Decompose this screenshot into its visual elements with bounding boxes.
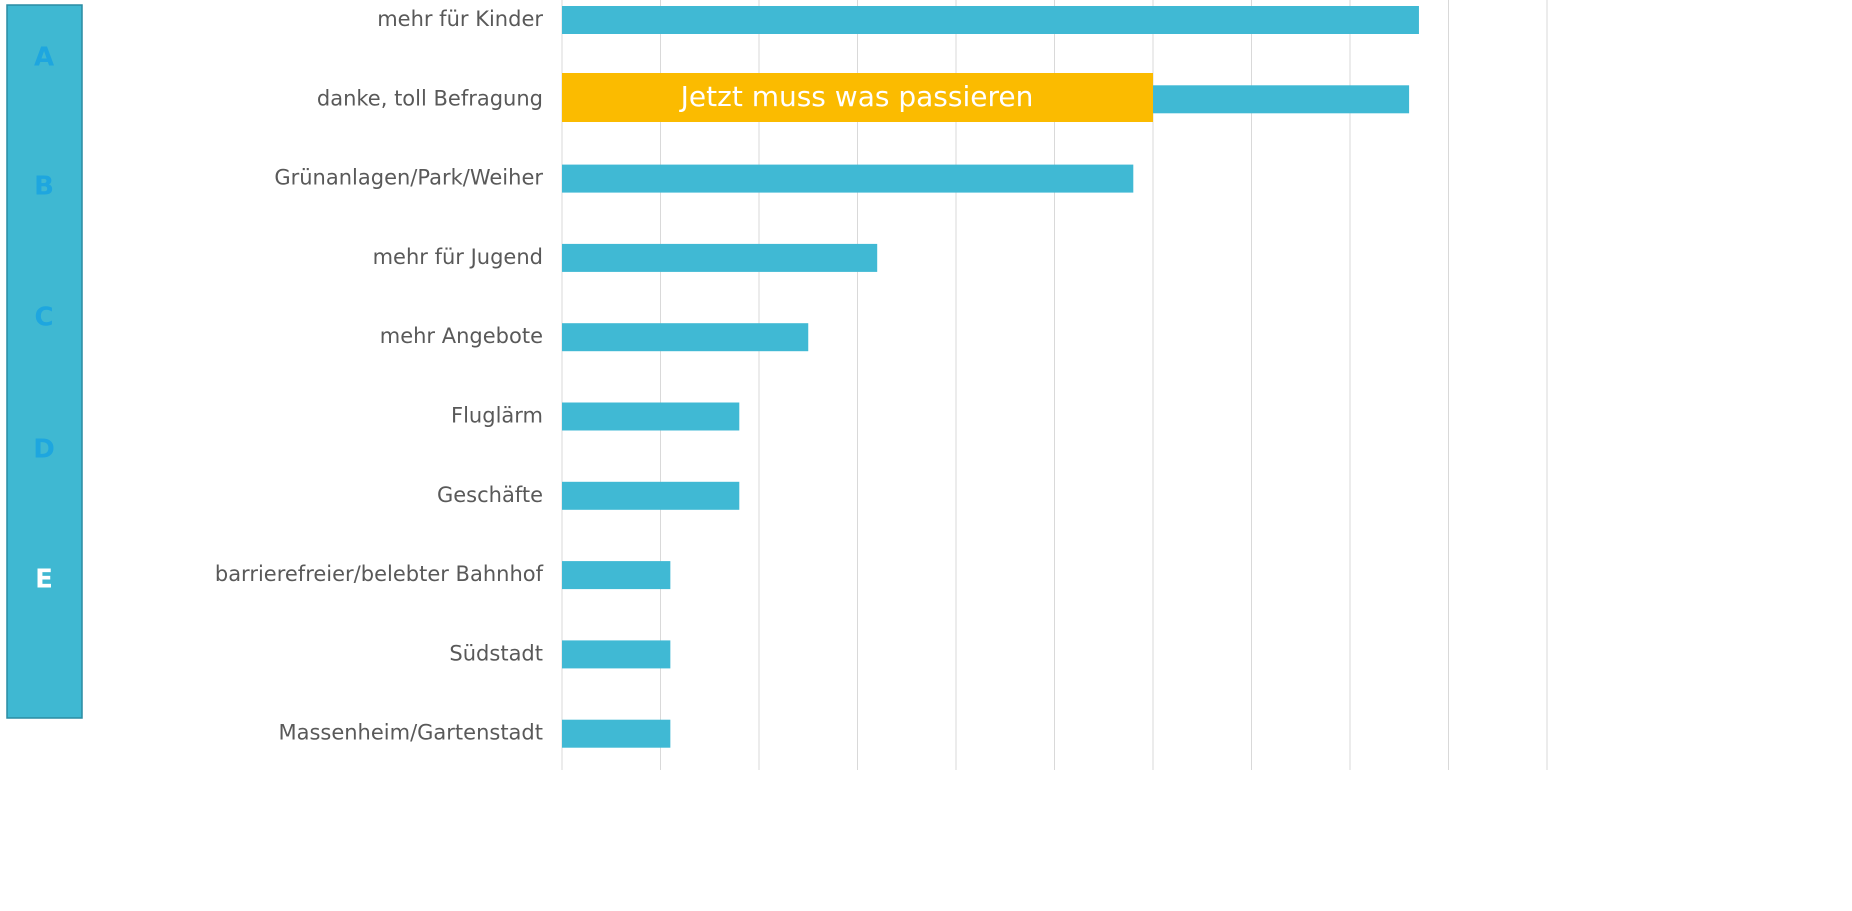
category-label: Geschäfte	[437, 483, 543, 507]
category-label: barrierefreier/belebter Bahnhof	[215, 562, 544, 586]
category-label: mehr für Kinder	[377, 7, 543, 31]
bar	[562, 243, 878, 272]
sidebar	[6, 4, 83, 719]
bar	[562, 561, 671, 590]
callout-text: Jetzt muss was passieren	[679, 80, 1034, 113]
sidebar-letter: D	[33, 435, 55, 465]
grid	[561, 0, 1548, 770]
category-label: Massenheim/Gartenstadt	[278, 721, 543, 745]
bar	[562, 640, 671, 669]
bar	[562, 323, 809, 352]
category-label: mehr für Jugend	[373, 245, 543, 269]
bar	[562, 164, 1134, 193]
bar	[562, 481, 740, 510]
bar	[562, 6, 1419, 34]
sidebar-letter: A	[34, 43, 54, 73]
category-label: mehr Angebote	[380, 324, 543, 348]
bars	[562, 6, 1419, 748]
sidebar-letter: E	[35, 565, 53, 595]
sidebar-letter: C	[34, 303, 53, 333]
sidebar-letter: B	[34, 172, 54, 202]
category-label: Fluglärm	[451, 404, 543, 428]
category-label: danke, toll Befragung	[317, 86, 543, 110]
category-label: Grünanlagen/Park/Weiher	[274, 166, 543, 190]
bar	[562, 402, 740, 431]
callout-box	[562, 73, 1153, 122]
bar	[562, 719, 671, 748]
category-label: Südstadt	[449, 641, 543, 665]
